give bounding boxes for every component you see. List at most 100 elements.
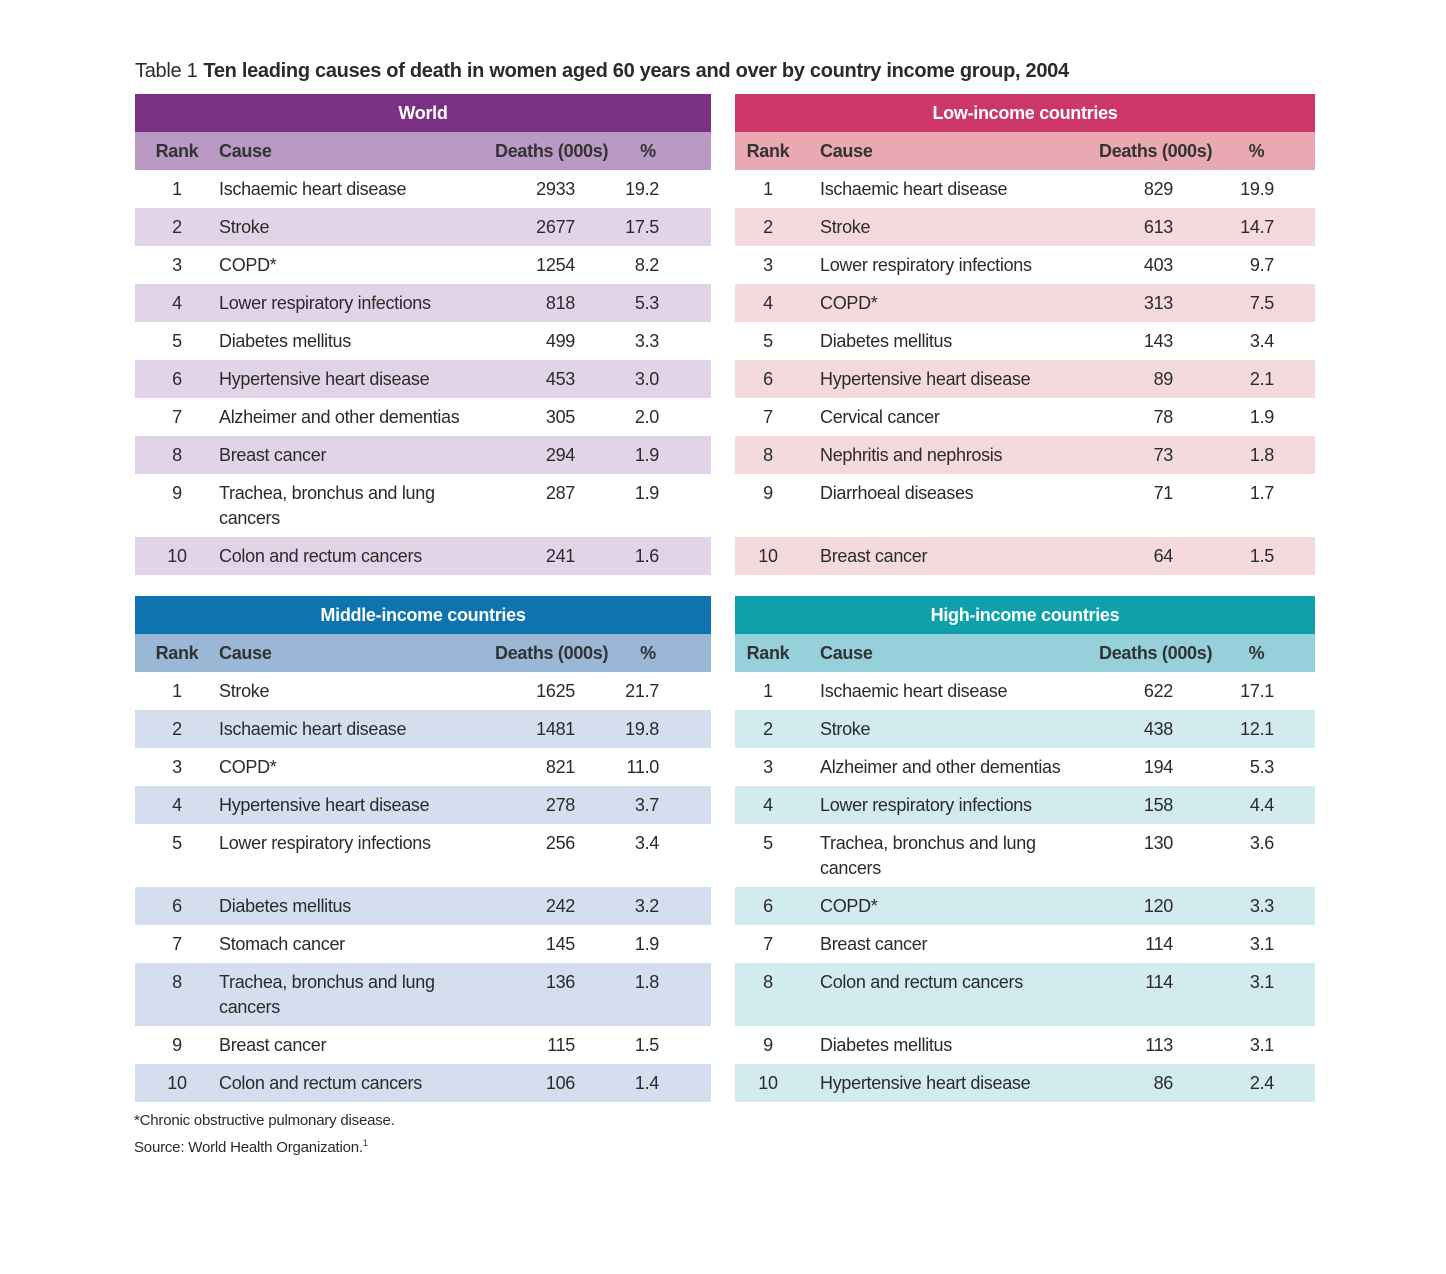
cell-rank: 5 (763, 331, 773, 351)
cell-deaths: 2677 (536, 217, 575, 237)
cell-cause: Stroke (820, 217, 871, 237)
cell-pct: 21.7 (625, 681, 659, 701)
table-row: 6 Diabetes mellitus 242 3.2 (135, 887, 711, 925)
column-header-row: Rank Cause Deaths (000s)% (135, 634, 711, 672)
cell-rank: 6 (763, 369, 773, 389)
cell-pct: 14.7 (1240, 217, 1274, 237)
cell-rank: 9 (172, 483, 182, 503)
cell-cause: Colon and rectum cancers (219, 546, 422, 566)
panel-world: World Rank Cause Deaths (000s)% 1 Ischaemic h… (135, 94, 711, 575)
table-row: 9 Diabetes mellitus 113 3.1 (735, 1026, 1315, 1064)
cell-deaths: 89 (1153, 369, 1174, 389)
cell-deaths: 106 (545, 1073, 575, 1093)
cell-rank: 2 (763, 719, 773, 739)
cell-cause: Hypertensive heart disease (820, 1073, 1031, 1093)
cell-pct: 12.1 (1240, 719, 1274, 739)
cell-rank: 7 (763, 934, 773, 954)
cell-pct: 8.2 (634, 255, 659, 275)
cell-pct: 2.1 (1249, 369, 1274, 389)
cell-rank: 7 (172, 407, 182, 427)
cell-rank: 3 (172, 255, 182, 275)
column-header-cause: Cause (820, 643, 873, 663)
cell-deaths: 241 (545, 546, 575, 566)
cell-rank: 10 (167, 1073, 187, 1093)
cell-pct: 1.9 (634, 934, 659, 954)
cell-pct: 3.1 (1249, 972, 1274, 992)
column-header-cause: Cause (820, 141, 873, 161)
cell-rank: 5 (172, 833, 182, 853)
cell-deaths: 294 (545, 445, 575, 465)
cell-cause: COPD* (219, 255, 277, 275)
cell-rank: 2 (763, 217, 773, 237)
cell-cause: Lower respiratory infections (219, 833, 431, 853)
table-row: 5 Diabetes mellitus 499 3.3 (135, 322, 711, 360)
cell-pct: 1.5 (1249, 546, 1274, 566)
table-row: 7 Alzheimer and other dementias 305 2.0 (135, 398, 711, 436)
table-label: Table 1 (135, 60, 198, 82)
cell-deaths: 287 (545, 483, 575, 503)
cell-rank: 7 (172, 934, 182, 954)
cell-rank: 10 (167, 546, 187, 566)
cell-deaths: 313 (1143, 293, 1173, 313)
cell-deaths: 73 (1153, 445, 1174, 465)
cell-pct: 3.0 (634, 369, 659, 389)
cell-pct: 7.5 (1249, 293, 1274, 313)
table-row: 7 Stomach cancer 145 1.9 (135, 925, 711, 963)
table-row: 5 Trachea, bronchus and lung cancers 130 3.… (735, 824, 1315, 887)
cell-deaths: 613 (1143, 217, 1173, 237)
table-row: 8 Colon and rectum cancers 114 3.1 (735, 963, 1315, 1026)
panel-title: Middle-income countries (135, 596, 711, 634)
cell-pct: 3.3 (1249, 896, 1274, 916)
cell-rank: 7 (763, 407, 773, 427)
table-caption: Ten leading causes of death in women age… (203, 60, 1069, 82)
table-title: Table 1 Ten leading causes of death in wo… (135, 60, 1069, 83)
cell-pct: 2.0 (634, 407, 659, 427)
cell-cause: Ischaemic heart disease (820, 681, 1008, 701)
panel-title: Low-income countries (735, 94, 1315, 132)
cell-rank: 4 (172, 293, 182, 313)
cell-deaths: 821 (545, 757, 575, 777)
table-row: 9 Trachea, bronchus and lung cancers 287 1.… (135, 474, 711, 537)
cell-pct: 17.5 (625, 217, 659, 237)
cell-deaths: 194 (1143, 757, 1173, 777)
panel-title: World (135, 94, 711, 132)
column-header-deaths: Deaths (000s) (495, 643, 609, 663)
column-header-rank: Rank (155, 141, 199, 161)
cell-deaths: 453 (545, 369, 575, 389)
cell-pct: 3.7 (634, 795, 659, 815)
cell-cause: Breast cancer (219, 445, 327, 465)
cell-rank: 9 (172, 1035, 182, 1055)
cell-deaths: 114 (1145, 972, 1173, 992)
cell-rank: 3 (763, 757, 773, 777)
cell-cause: Lower respiratory infections (820, 255, 1032, 275)
cell-cause: Diabetes mellitus (820, 1035, 952, 1055)
cell-deaths: 115 (547, 1035, 575, 1055)
cell-deaths: 86 (1153, 1073, 1174, 1093)
source-reference: 1 (362, 1138, 368, 1148)
cell-deaths: 113 (1145, 1035, 1173, 1055)
cell-deaths: 403 (1143, 255, 1173, 275)
table-row: 8 Trachea, bronchus and lung cancers 136 1.… (135, 963, 711, 1026)
cell-pct: 5.3 (634, 293, 659, 313)
table-row: 9 Diarrhoeal diseases 71 1.7 (735, 474, 1315, 537)
cell-rank: 4 (763, 795, 773, 815)
table-row: 4 Lower respiratory infections 158 4.4 (735, 786, 1315, 824)
cell-pct: 19.8 (625, 719, 659, 739)
table-row: 8 Nephritis and nephrosis 73 1.8 (735, 436, 1315, 474)
cell-rank: 2 (172, 719, 182, 739)
table-row: 1 Ischaemic heart disease 829 19.9 (735, 170, 1315, 208)
table-row: 2 Stroke 2677 17.5 (135, 208, 711, 246)
cell-pct: 17.1 (1240, 681, 1274, 701)
table-row: 2 Stroke 613 14.7 (735, 208, 1315, 246)
column-header-row: Rank Cause Deaths (000s)% (135, 132, 711, 170)
cell-rank: 1 (172, 179, 182, 199)
cell-cause: Ischaemic heart disease (219, 179, 407, 199)
cell-cause: Breast cancer (219, 1035, 327, 1055)
table-row: 4 Hypertensive heart disease 278 3.7 (135, 786, 711, 824)
cell-rank: 1 (172, 681, 182, 701)
column-header-pct: % (640, 141, 656, 161)
table-row: 1 Ischaemic heart disease 2933 19.2 (135, 170, 711, 208)
table-row: 3 Lower respiratory infections 403 9.7 (735, 246, 1315, 284)
cell-deaths: 1481 (536, 719, 575, 739)
column-header-pct: % (640, 643, 656, 663)
